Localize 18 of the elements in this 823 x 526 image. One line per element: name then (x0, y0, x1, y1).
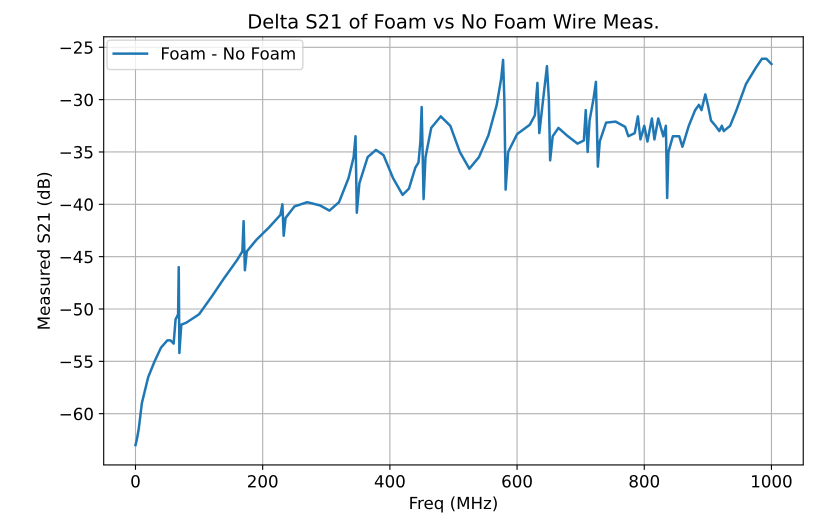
y-tick-label: −25 (60, 41, 93, 54)
x-tick-label: 200 (248, 475, 278, 488)
x-tick-label: 1000 (752, 475, 792, 488)
y-tick-label: −35 (60, 146, 93, 159)
y-tick-label: −60 (60, 408, 93, 420)
y-tick-label: −40 (60, 198, 93, 211)
x-tick-label: 400 (374, 475, 405, 488)
y-axis-title: Measured S21 (dB) (37, 172, 52, 329)
y-tick-label: −50 (60, 302, 93, 316)
x-tick-label: 800 (629, 475, 660, 488)
x-tick-label: 0 (131, 475, 140, 488)
chart-title: Delta S21 of Foam vs No Foam Wire Meas. (249, 14, 658, 29)
x-tick-label: 600 (502, 475, 532, 488)
y-tick-label: −55 (60, 356, 93, 368)
x-axis-title: Freq (MHz) (410, 496, 497, 513)
y-tick-label: −45 (60, 250, 93, 264)
legend-label: Foam - No Foam (162, 47, 295, 60)
y-tick-label: −30 (60, 94, 93, 106)
